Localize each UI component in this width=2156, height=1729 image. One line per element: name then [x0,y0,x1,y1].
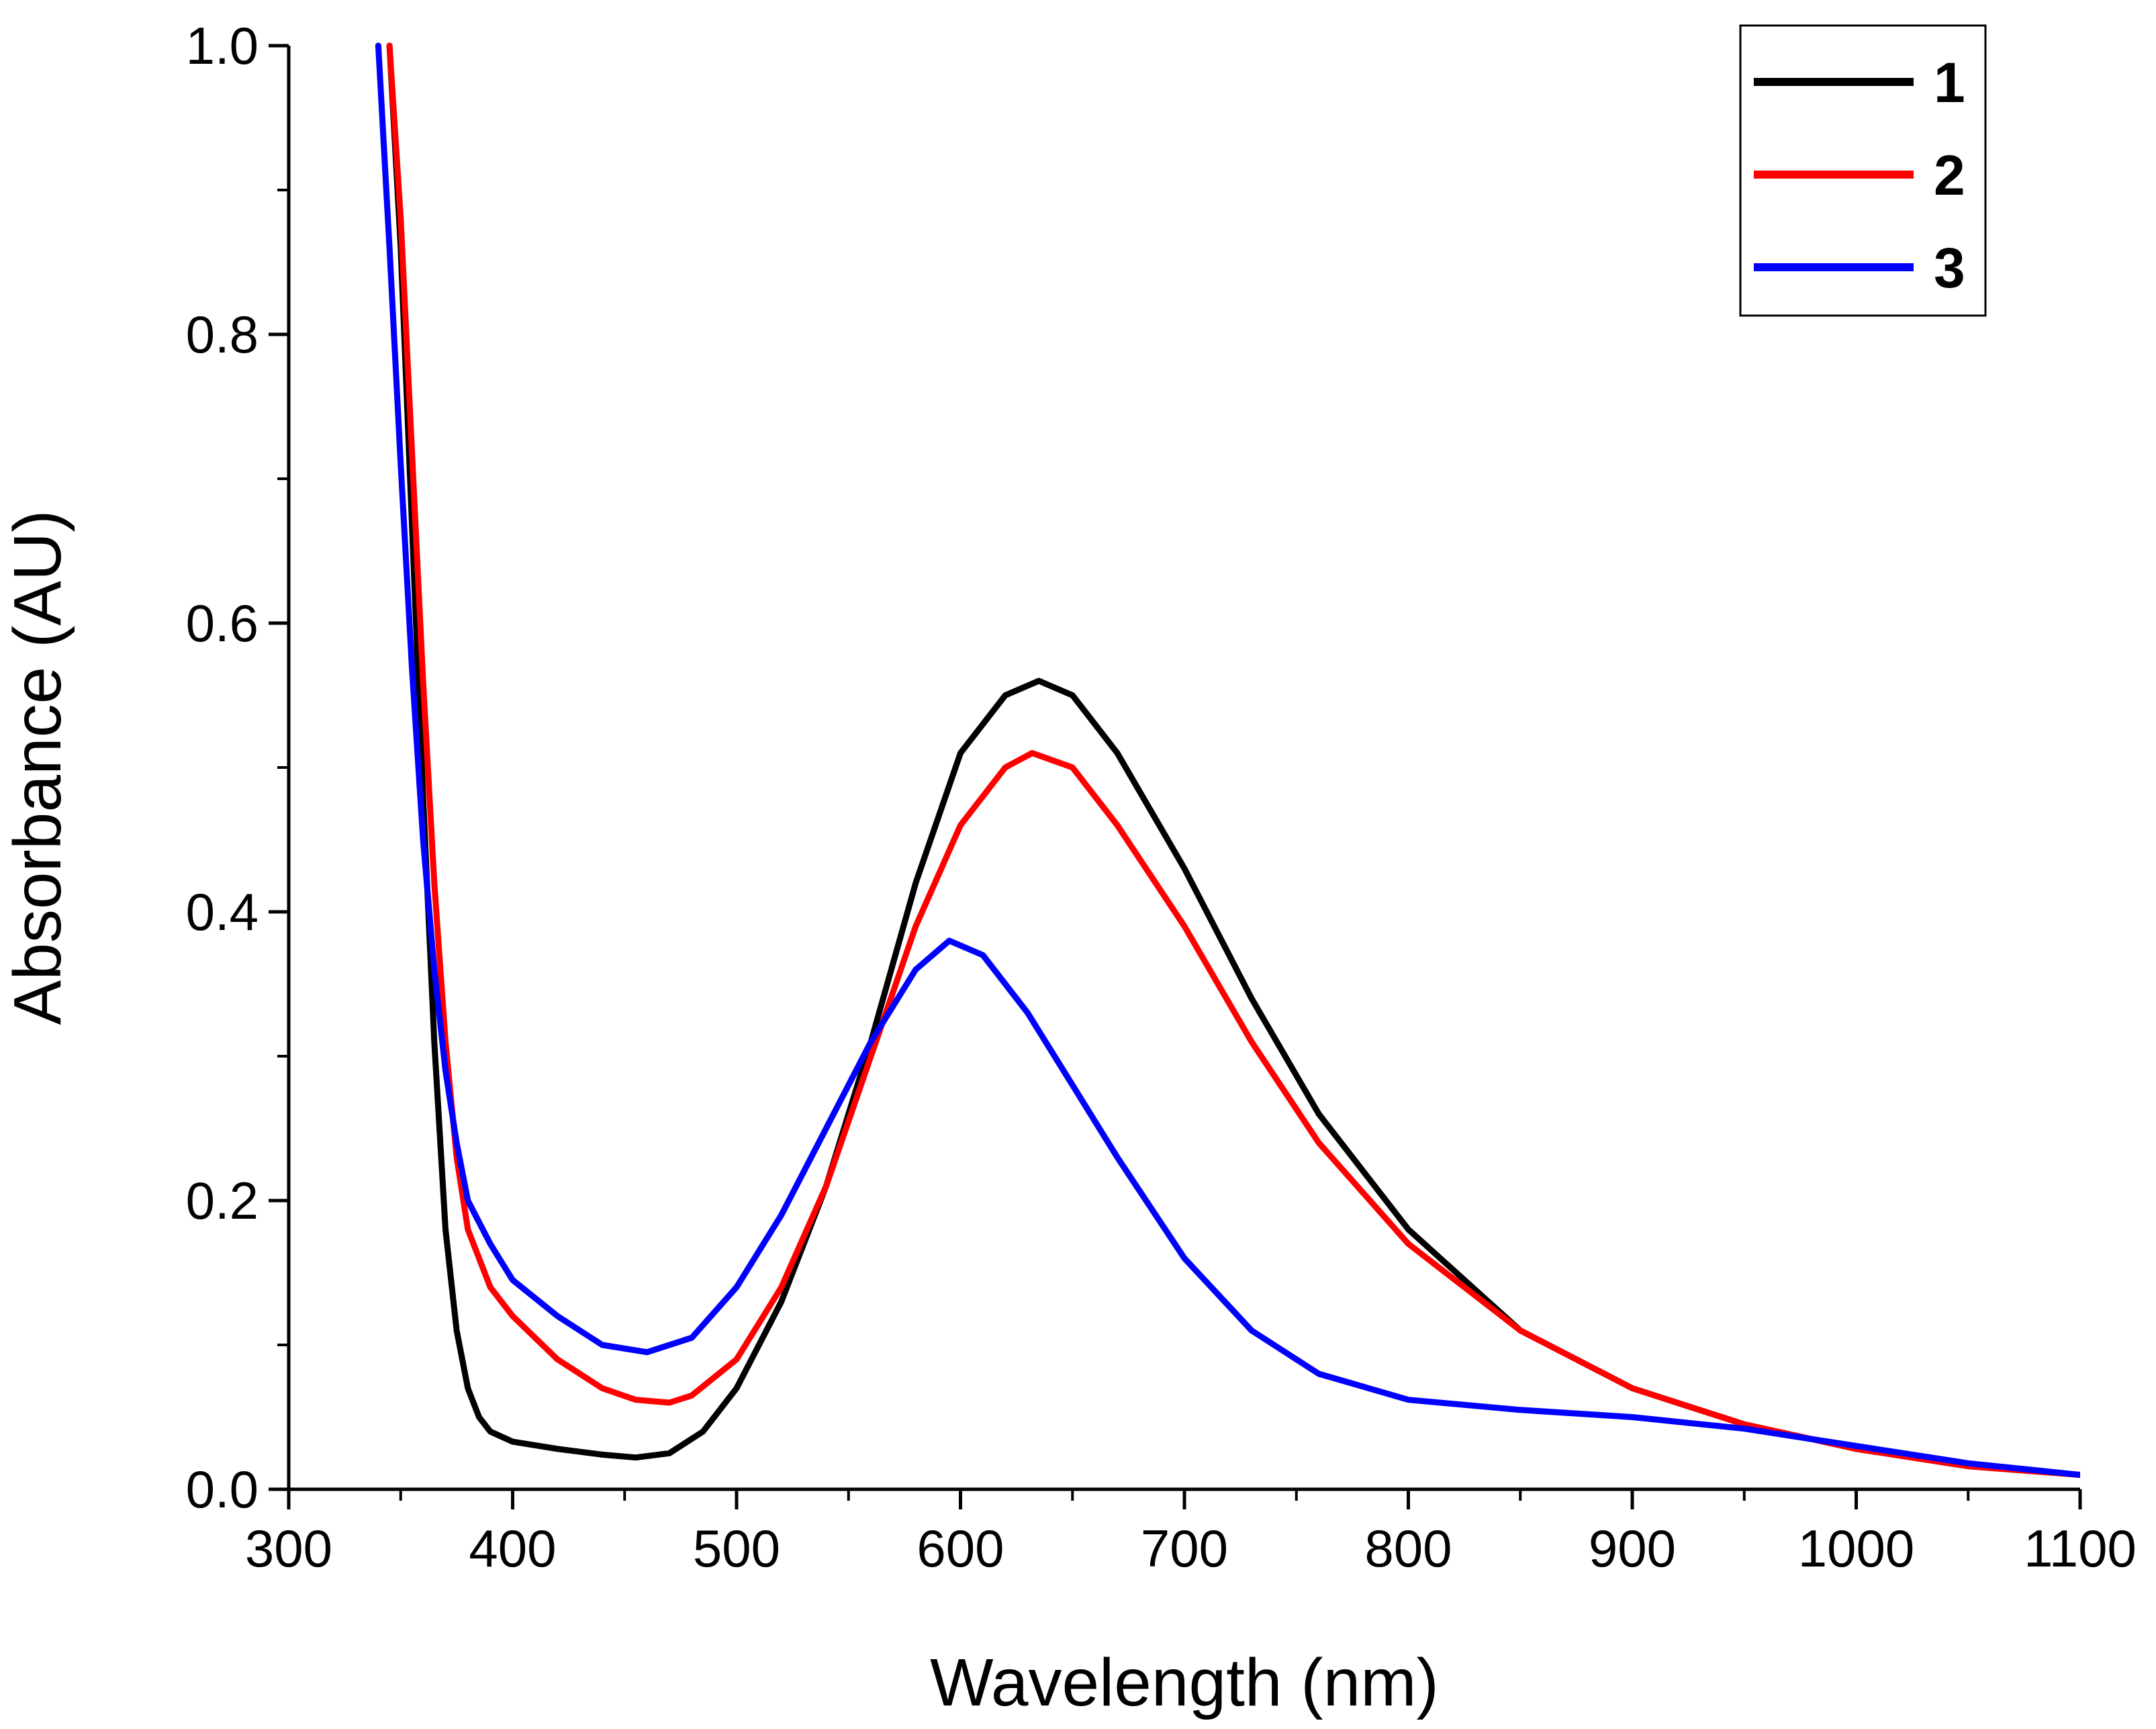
x-tick-label-1100: 1100 [2024,1519,2137,1578]
y-tick-label-0.6: 0.6 [186,594,259,653]
ticks-layer: 300 400 500 600 700 800 900 1000 1100 0.0 0.2 0.4 0.… [186,16,2137,1578]
x-tick-label-600: 600 [917,1519,1004,1578]
x-tick-label-700: 700 [1141,1519,1228,1578]
y-tick-label-0.4: 0.4 [186,882,259,941]
legend-entry-2: 2 [1754,144,1965,207]
x-axis-title: Wavelength (nm) [930,1645,1439,1720]
legend-entry-3: 3 [1754,236,1965,299]
x-tick-label-800: 800 [1364,1519,1452,1578]
series-layer [375,42,2080,1478]
series-line-3 [375,42,2080,1478]
legend-label-3: 3 [1934,236,1965,299]
legend-label-2: 2 [1934,144,1965,207]
x-tick-label-1000: 1000 [1798,1519,1915,1578]
x-tick-label-500: 500 [693,1519,780,1578]
y-tick-label-0.0: 0.0 [186,1460,259,1519]
y-tick-label-0.8: 0.8 [186,305,259,364]
y-tick-label-0.2: 0.2 [186,1171,259,1230]
y-axis-title: Absorbance (AU) [0,510,75,1025]
x-tick-label-900: 900 [1589,1519,1676,1578]
x-tick-label-300: 300 [245,1519,332,1578]
legend-entry-1: 1 [1754,51,1965,114]
x-tick-label-400: 400 [469,1519,556,1578]
y-tick-label-1.0: 1.0 [186,16,259,75]
legend-label-1: 1 [1934,51,1965,114]
legend: 1 2 3 [1739,24,1987,317]
